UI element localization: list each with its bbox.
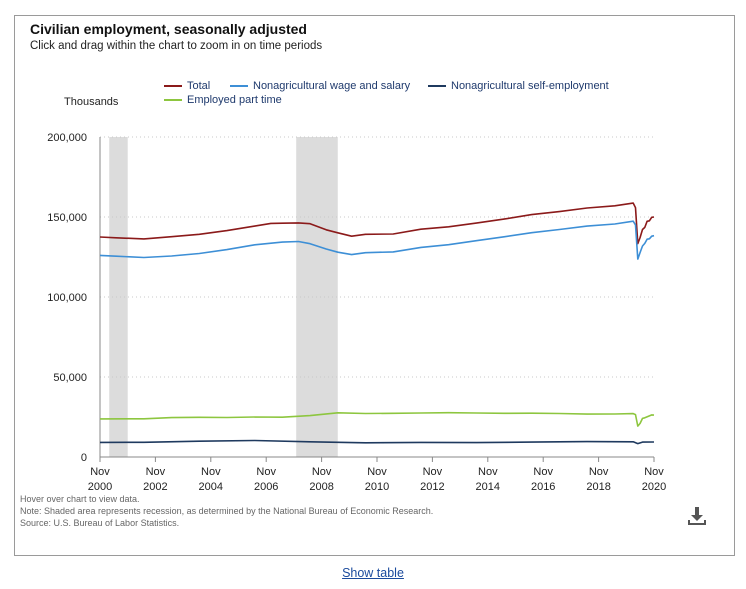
- legend-swatch-self-employment: [428, 85, 446, 87]
- y-tick-label: 150,000: [47, 212, 87, 224]
- legend-item-total[interactable]: Total: [164, 80, 210, 92]
- legend-label-self-employment: Nonagricultural self-employment: [451, 80, 609, 92]
- x-tick-label-month: Nov: [256, 466, 276, 478]
- x-tick-label-month: Nov: [423, 466, 443, 478]
- x-tick-label-year: 2000: [88, 481, 112, 493]
- chart-container: [14, 15, 735, 556]
- hover-note: Hover over chart to view data.: [20, 494, 140, 504]
- chart-subtitle: Click and drag within the chart to zoom …: [30, 40, 323, 52]
- series-line-nonagricultural-self-employment: [99, 439, 655, 445]
- x-tick-label-year: 2020: [642, 481, 666, 493]
- recession-note: Note: Shaded area represents recession, …: [20, 506, 434, 516]
- show-table-link[interactable]: Show table: [342, 566, 404, 580]
- x-tick-label-month: Nov: [589, 466, 609, 478]
- legend-item-part-time[interactable]: Employed part time: [164, 94, 282, 106]
- y-axis-title: Thousands: [64, 96, 119, 108]
- source-note: Source: U.S. Bureau of Labor Statistics.: [20, 518, 180, 528]
- x-tick-label-year: 2002: [143, 481, 167, 493]
- x-tick-label-month: Nov: [478, 466, 498, 478]
- x-tick-label-month: Nov: [367, 466, 387, 478]
- download-icon[interactable]: [686, 505, 708, 527]
- x-tick-label-year: 2014: [476, 481, 500, 493]
- y-tick-label: 0: [81, 452, 87, 464]
- x-tick-label-month: Nov: [201, 466, 221, 478]
- series-line-nonagricultural-wage-and-salary: [99, 220, 655, 260]
- x-tick-label-month: Nov: [533, 466, 553, 478]
- legend-swatch-wage-salary: [230, 85, 248, 87]
- recession-band-1: [109, 137, 128, 457]
- y-tick-label: 50,000: [53, 372, 87, 384]
- x-tick-label-month: Nov: [146, 466, 166, 478]
- series-line-employed-part-time: [99, 411, 655, 427]
- chart-title: Civilian employment, seasonally adjusted: [30, 21, 307, 37]
- chart-notes: Hover over chart to view data. Note: Sha…: [20, 493, 433, 529]
- x-tick-label-year: 2018: [586, 481, 610, 493]
- series-line-total: [99, 202, 655, 245]
- y-tick-label: 200,000: [47, 132, 87, 144]
- x-tick-label-month: Nov: [90, 466, 110, 478]
- legend-item-wage-salary[interactable]: Nonagricultural wage and salary: [230, 80, 410, 92]
- legend-swatch-part-time: [164, 99, 182, 101]
- y-tick-label: 100,000: [47, 292, 87, 304]
- x-tick-label-year: 2004: [199, 481, 223, 493]
- legend-swatch-total: [164, 85, 182, 87]
- legend-label-part-time: Employed part time: [187, 94, 282, 106]
- legend-label-wage-salary: Nonagricultural wage and salary: [253, 80, 411, 92]
- x-tick-label-year: 2012: [420, 481, 444, 493]
- legend-item-self-employment[interactable]: Nonagricultural self-employment: [428, 80, 609, 92]
- x-tick-label-year: 2016: [531, 481, 555, 493]
- x-tick-label-year: 2010: [365, 481, 389, 493]
- legend-label-total: Total: [187, 80, 211, 92]
- x-tick-label-month: Nov: [312, 466, 332, 478]
- x-tick-label-year: 2008: [309, 481, 333, 493]
- x-tick-label-year: 2006: [254, 481, 278, 493]
- x-tick-label-month: Nov: [644, 466, 664, 478]
